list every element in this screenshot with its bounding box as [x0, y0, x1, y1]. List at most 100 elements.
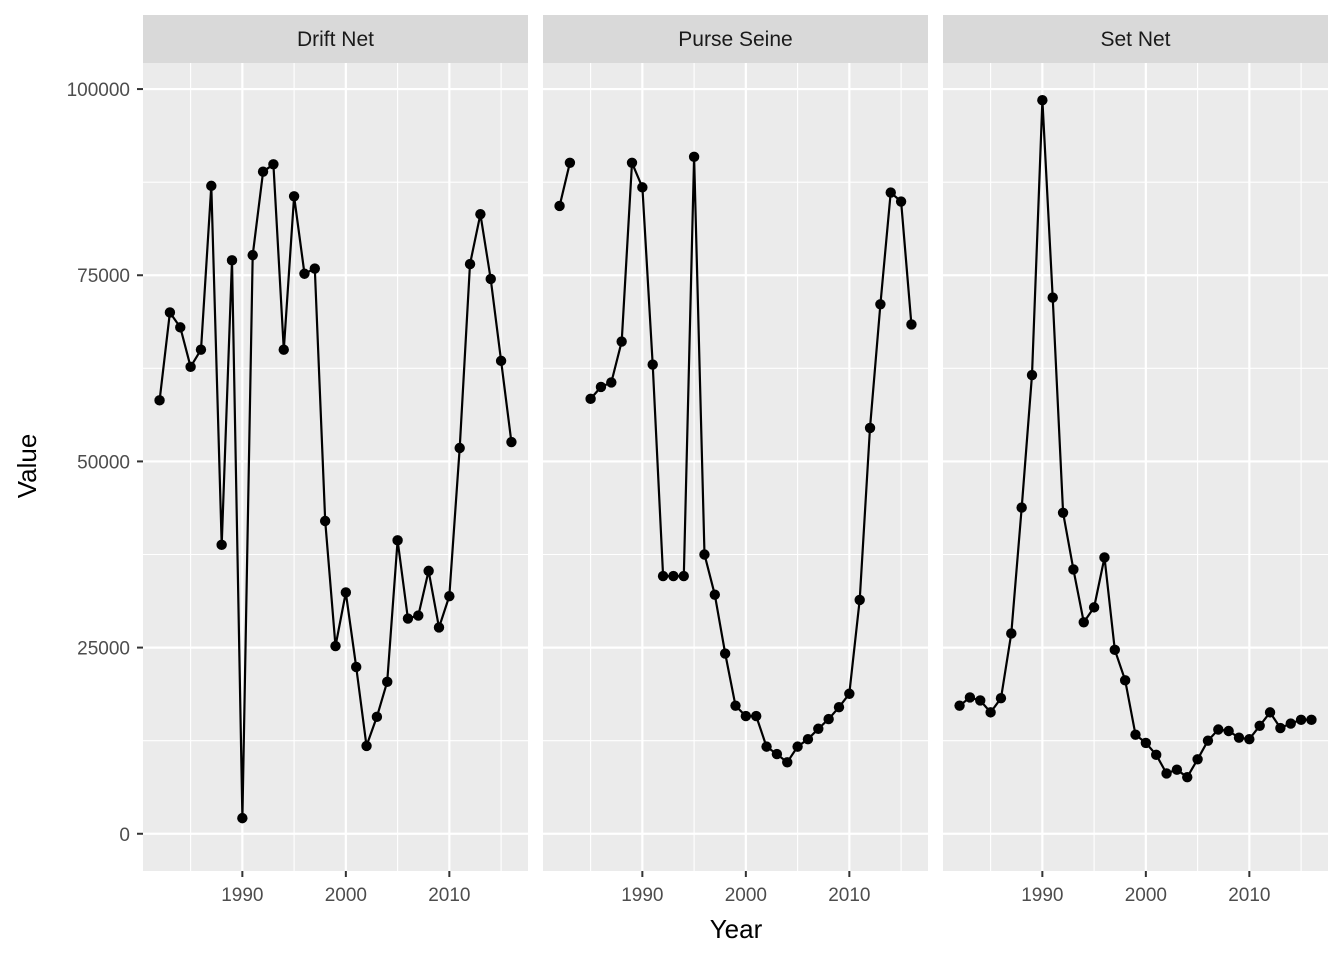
data-point — [330, 640, 341, 652]
data-point — [195, 344, 207, 355]
x-tick-label: 2010 — [828, 885, 870, 906]
data-point — [1119, 675, 1131, 686]
data-point — [616, 336, 627, 347]
data-point — [1140, 737, 1152, 749]
data-point — [750, 710, 762, 722]
data-point — [585, 393, 596, 405]
data-point — [1161, 768, 1172, 779]
data-point — [1057, 507, 1069, 518]
data-point — [340, 587, 352, 598]
data-point — [268, 159, 279, 170]
data-point — [433, 622, 445, 633]
data-point — [792, 741, 803, 752]
data-point — [740, 710, 752, 722]
data-point — [709, 589, 721, 600]
data-point — [1306, 714, 1317, 726]
data-point — [1068, 564, 1079, 575]
panel-background — [543, 63, 928, 871]
data-point — [444, 591, 455, 602]
y-tick-label: 75000 — [77, 266, 130, 287]
data-point — [964, 692, 976, 703]
data-point — [719, 648, 731, 659]
data-point — [1006, 628, 1017, 639]
data-point — [699, 549, 710, 560]
data-point — [485, 273, 496, 285]
data-point — [1037, 95, 1048, 106]
data-point — [288, 191, 300, 202]
facet-strip-label: Drift Net — [297, 28, 374, 51]
data-point — [1171, 764, 1183, 775]
facet-strip — [943, 15, 1328, 63]
panel-purse-seine: Purse Seine — [543, 15, 928, 871]
y-tick-label: 100000 — [67, 80, 130, 101]
data-point — [495, 355, 507, 367]
data-point — [864, 422, 876, 434]
data-point — [361, 740, 372, 752]
data-point — [995, 693, 1007, 704]
data-point — [175, 322, 186, 333]
x-tick-label: 1990 — [221, 885, 263, 906]
data-point — [564, 157, 576, 168]
data-point — [833, 701, 845, 713]
data-point — [1026, 369, 1038, 381]
panel-background — [943, 63, 1328, 871]
data-point — [164, 307, 176, 318]
data-point — [771, 748, 783, 760]
y-tick-label: 50000 — [77, 452, 130, 473]
x-axis: 1990 2000 2010 1990 2000 2010 1990 2000 2010 — [221, 871, 1270, 906]
data-point — [226, 255, 238, 266]
facet-strip — [543, 15, 928, 63]
data-point — [1254, 720, 1265, 731]
data-point — [1244, 733, 1255, 745]
data-point — [1264, 707, 1276, 718]
data-point — [402, 613, 414, 624]
x-tick-label: 2000 — [325, 885, 367, 906]
data-point — [247, 249, 258, 261]
data-point — [782, 757, 793, 768]
data-point — [606, 377, 617, 388]
data-point — [413, 610, 424, 621]
facet-strip — [143, 15, 528, 63]
data-point — [278, 344, 289, 355]
data-point — [371, 711, 383, 723]
data-point — [1016, 502, 1027, 513]
data-point — [1223, 725, 1234, 737]
data-point — [1275, 722, 1286, 734]
data-point — [1233, 732, 1245, 743]
data-point — [844, 688, 855, 699]
x-tick-label: 1990 — [621, 885, 663, 906]
data-point — [875, 299, 886, 310]
data-point — [237, 812, 248, 824]
facet-strip-label: Purse Seine — [678, 28, 792, 51]
series-line — [558, 162, 571, 207]
panel-background — [143, 63, 528, 871]
data-point — [206, 180, 217, 192]
data-point — [554, 200, 565, 212]
panels: Drift Net Purse Seine Set Net — [143, 15, 1328, 871]
data-point — [761, 741, 772, 752]
data-point — [1099, 552, 1110, 563]
data-point — [1150, 749, 1162, 761]
data-point — [1192, 754, 1203, 765]
y-tick-label: 25000 — [77, 639, 130, 660]
data-point — [647, 359, 658, 370]
data-point — [185, 361, 196, 373]
x-tick-label: 2010 — [1228, 885, 1270, 906]
data-point — [813, 723, 824, 734]
data-point — [668, 570, 679, 582]
data-point — [1182, 771, 1193, 783]
data-point — [423, 565, 434, 577]
y-axis-title: Value — [12, 434, 42, 499]
data-point — [319, 515, 331, 527]
data-point — [299, 268, 310, 279]
data-point — [854, 594, 865, 606]
data-point — [454, 442, 465, 454]
data-point — [823, 713, 834, 725]
data-point — [730, 700, 741, 711]
data-point — [1130, 729, 1141, 740]
data-point — [954, 700, 965, 711]
data-point — [1109, 644, 1121, 656]
data-point — [626, 157, 638, 168]
data-point — [906, 319, 917, 330]
